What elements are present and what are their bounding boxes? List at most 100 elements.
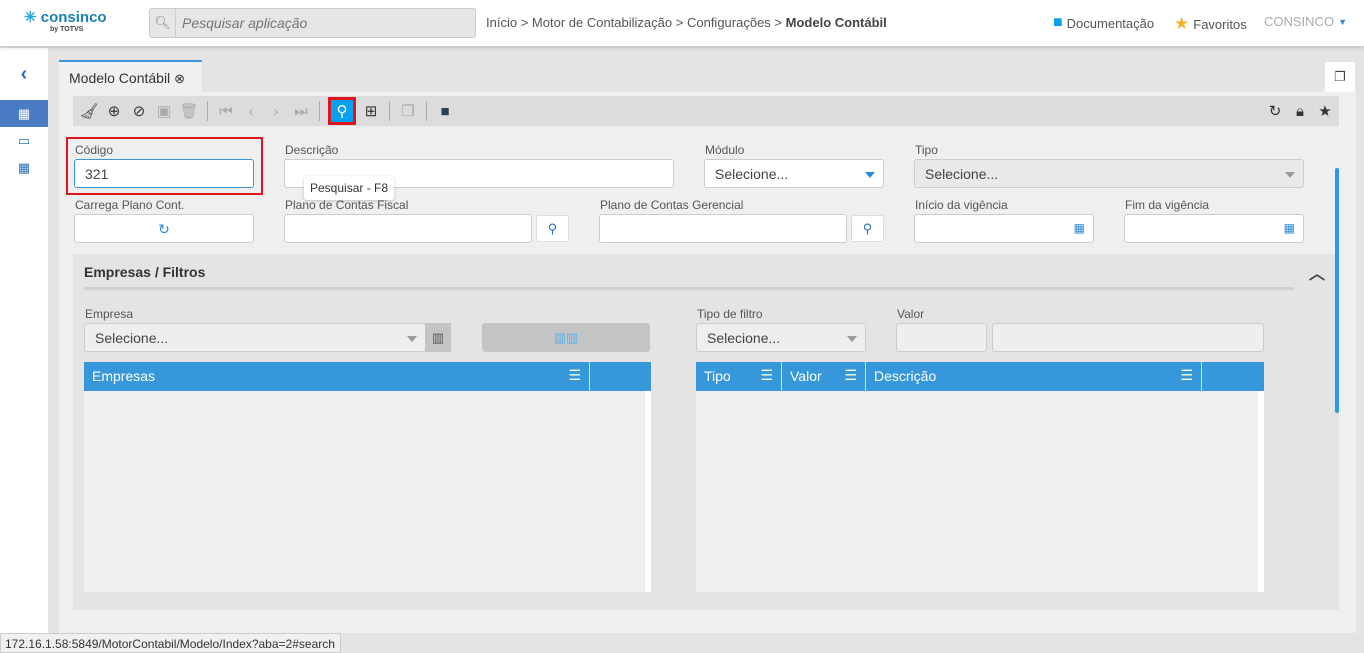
- valor-input[interactable]: [896, 323, 987, 352]
- column-header-descricao[interactable]: Descrição ☰: [866, 362, 1202, 391]
- search-input[interactable]: [176, 9, 466, 37]
- inicio-input[interactable]: ▦: [914, 214, 1094, 243]
- close-all-tabs-button[interactable]: ❐: [1325, 62, 1355, 92]
- favorites-link[interactable]: ★ Favoritos: [1174, 14, 1247, 34]
- copy-button[interactable]: ❐: [401, 103, 415, 120]
- menu-icon[interactable]: ☰: [844, 367, 857, 383]
- crumb-config[interactable]: Configurações: [686, 15, 771, 30]
- search-icon: ⚲: [547, 220, 558, 236]
- column-header-valor[interactable]: Valor ☰: [782, 362, 866, 391]
- plano-fiscal-input[interactable]: [284, 214, 532, 243]
- fim-label: Fim da vigência: [1125, 198, 1210, 212]
- sidebar-item-calendar[interactable]: ▦: [0, 154, 48, 181]
- logo[interactable]: ✳ consinco by TOTVS: [24, 9, 107, 33]
- documentation-link[interactable]: ■ Documentação: [1053, 14, 1154, 32]
- windows-close-icon: ❐: [1334, 69, 1346, 84]
- column-header-empresas[interactable]: Empresas ☰: [84, 362, 590, 391]
- tipo-filtro-label: Tipo de filtro: [697, 307, 763, 321]
- plano-fiscal-search-button[interactable]: ⚲: [536, 215, 569, 242]
- fim-input[interactable]: ▦: [1124, 214, 1304, 243]
- tab-modelo-contabil[interactable]: Modelo Contábil ⊗: [59, 60, 202, 92]
- empresas-filtros-section: Empresas / Filtros ︿ Empresa Selecione..…: [73, 254, 1339, 610]
- column-label: Empresas: [92, 368, 156, 384]
- clear-button[interactable]: 🧹︎: [79, 103, 99, 120]
- tipo-select[interactable]: Selecione...: [914, 159, 1304, 188]
- layers-button[interactable]: ■: [440, 102, 450, 120]
- caret-down-icon: ▼: [1338, 16, 1347, 27]
- building-add-icon: ▥: [431, 329, 445, 345]
- caret-down-icon: [1285, 172, 1295, 178]
- caret-down-icon: [407, 336, 417, 342]
- toolbar: 🧹︎ ⊕ ⊘ ▣ 🗑︎ ⏮︎ ‹ › ⏭︎ ⚲ ⊞ ❐ ■ ↻ 🔒︎ ★: [73, 96, 1339, 126]
- table-icon: ▦: [17, 105, 31, 121]
- section-title: Empresas / Filtros: [84, 264, 206, 280]
- status-url: 172.16.1.58:5849/MotorContabil/Modelo/In…: [0, 633, 341, 653]
- breadcrumb: Início > Motor de Contabilização > Confi…: [486, 15, 887, 30]
- menu-icon[interactable]: ☰: [1180, 367, 1193, 383]
- search-icon: 🔍︎: [150, 9, 176, 37]
- tipo-value: Selecione...: [925, 166, 999, 182]
- add-empresa-button[interactable]: ▥: [425, 323, 451, 352]
- column-header-tipo[interactable]: Tipo ☰: [696, 362, 782, 391]
- calendar-icon[interactable]: ▦: [1283, 221, 1295, 235]
- user-menu[interactable]: CONSINCO ▼: [1264, 14, 1347, 29]
- crumb-motor[interactable]: Motor de Contabilização: [531, 15, 673, 30]
- sidebar-item-monitor[interactable]: ▭: [0, 127, 48, 154]
- menu-icon[interactable]: ☰: [760, 367, 773, 383]
- plano-gerencial-input[interactable]: [599, 214, 847, 243]
- user-name: CONSINCO: [1264, 14, 1335, 29]
- close-tab-icon[interactable]: ⊗: [174, 71, 185, 86]
- favorite-button[interactable]: ★: [1318, 103, 1332, 120]
- star-icon: ★: [1174, 14, 1190, 33]
- valor-descricao-input[interactable]: [992, 323, 1264, 352]
- column-label: Descrição: [874, 368, 937, 384]
- tooltip: Pesquisar - F8: [304, 176, 395, 200]
- menu-icon[interactable]: ☰: [568, 367, 581, 383]
- first-button[interactable]: ⏮︎: [219, 102, 233, 120]
- crumb-current: Modelo Contábil: [785, 15, 887, 30]
- sidebar-item-grid[interactable]: ▦: [0, 100, 48, 127]
- modulo-value: Selecione...: [715, 166, 789, 182]
- grid-view-button[interactable]: ⊞: [364, 103, 378, 120]
- refresh-icon: ↻: [158, 221, 170, 237]
- app-search[interactable]: 🔍︎: [149, 8, 476, 38]
- crumb-inicio[interactable]: Início: [486, 15, 518, 30]
- divider: [84, 287, 1294, 290]
- carrega-label: Carrega Plano Cont.: [75, 198, 185, 212]
- empresa-select[interactable]: Selecione...: [84, 323, 426, 352]
- prev-button[interactable]: ‹: [248, 102, 254, 120]
- favorites-label: Favoritos: [1193, 16, 1247, 32]
- search-icon: ⚲: [862, 220, 873, 236]
- scrollbar[interactable]: [1335, 168, 1339, 413]
- last-button[interactable]: ⏭︎: [294, 102, 308, 120]
- search-icon: ⚲: [336, 103, 348, 120]
- cancel-button[interactable]: ⊘: [132, 103, 146, 120]
- next-button[interactable]: ›: [273, 102, 279, 120]
- plano-gerencial-search-button[interactable]: ⚲: [851, 215, 884, 242]
- collapse-chevron-icon[interactable]: ‹: [20, 62, 28, 85]
- collapse-chevron-icon[interactable]: ︿: [1308, 266, 1325, 283]
- search-button[interactable]: ⚲: [328, 97, 356, 125]
- empresa-label: Empresa: [85, 307, 134, 321]
- filtros-grid-body: [696, 391, 1264, 592]
- calendar-icon[interactable]: ▦: [1073, 221, 1085, 235]
- tipo-filtro-select[interactable]: Selecione...: [696, 323, 866, 352]
- tab-label: Modelo Contábil: [69, 70, 171, 86]
- divider: [207, 101, 208, 121]
- codigo-label: Código: [75, 143, 114, 157]
- modulo-select[interactable]: Selecione...: [704, 159, 884, 188]
- refresh-button[interactable]: ↻: [1268, 103, 1282, 120]
- delete-button[interactable]: 🗑︎: [179, 103, 199, 120]
- add-button[interactable]: ⊕: [107, 103, 121, 120]
- lock-button[interactable]: 🔒︎: [1296, 102, 1304, 120]
- plano-fiscal-label: Plano de Contas Fiscal: [285, 198, 409, 212]
- carrega-plano-button[interactable]: ↻: [74, 214, 254, 243]
- column-label: Valor: [790, 368, 822, 384]
- filtros-grid: Tipo ☰ Valor ☰ Descrição ☰: [696, 362, 1264, 592]
- monitor-icon: ▭: [17, 132, 31, 148]
- save-button[interactable]: ▣: [156, 103, 172, 120]
- codigo-input[interactable]: 321: [74, 159, 254, 188]
- crumb-sep: >: [520, 15, 529, 30]
- add-all-empresas-button[interactable]: ▥▥: [482, 323, 650, 352]
- divider: [319, 101, 320, 121]
